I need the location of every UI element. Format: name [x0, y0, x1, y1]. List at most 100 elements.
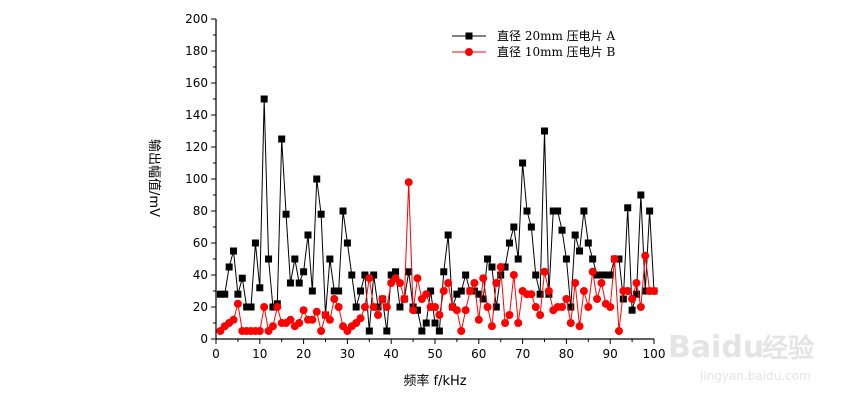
data-point-square — [365, 327, 373, 335]
data-point-square — [606, 271, 614, 279]
data-point-circle — [378, 295, 387, 303]
data-point-circle — [444, 279, 453, 287]
data-point-circle — [579, 287, 588, 295]
data-point-square — [435, 327, 443, 335]
data-point-circle — [479, 274, 488, 283]
data-point-square — [571, 231, 579, 239]
watermark-suffix: 经验 — [762, 333, 814, 364]
data-point-circle — [317, 327, 326, 335]
data-point-square — [440, 268, 448, 276]
legend-marker-a — [465, 32, 473, 40]
data-point-square — [615, 255, 623, 263]
data-point-square — [462, 271, 470, 279]
data-point-square — [549, 207, 557, 215]
data-point-square — [330, 287, 338, 295]
data-point-square — [431, 319, 439, 327]
data-point-square — [576, 247, 584, 255]
series-layer — [216, 95, 658, 335]
data-point-circle — [255, 327, 264, 335]
x-axis-title: 频率 f/kHz — [403, 373, 466, 389]
data-point-square — [457, 287, 465, 295]
x-tick-label: 70 — [515, 347, 530, 361]
data-point-circle — [496, 263, 505, 271]
data-point-circle — [514, 319, 523, 327]
data-point-square — [484, 255, 492, 263]
legend-marker-b — [465, 48, 473, 56]
data-point-square — [646, 207, 654, 215]
data-point-circle — [610, 255, 619, 263]
data-point-circle — [558, 303, 567, 311]
data-point-square — [300, 268, 308, 276]
data-point-square — [335, 287, 343, 295]
data-point-square — [519, 159, 527, 167]
data-point-square — [405, 268, 413, 276]
data-point-square — [238, 274, 246, 282]
x-axis-ticks: 0 10 20 30 40 50 60 70 80 90 100 — [212, 339, 665, 361]
data-point-circle — [527, 290, 536, 299]
data-point-square — [374, 303, 382, 311]
data-point-circle — [452, 306, 461, 315]
data-point-square — [282, 210, 290, 218]
data-point-square — [492, 303, 500, 311]
data-point-square — [554, 207, 562, 215]
data-point-square — [243, 303, 251, 311]
data-point-circle — [562, 295, 571, 303]
series-a — [216, 95, 658, 335]
data-point-circle — [540, 267, 549, 276]
data-point-square — [527, 223, 535, 231]
data-point-square — [357, 287, 365, 295]
data-point-circle — [439, 287, 448, 295]
x-tick-label: 40 — [384, 347, 399, 361]
x-tick-label: 80 — [559, 347, 574, 361]
data-point-circle — [404, 178, 413, 187]
y-tick-label: 200 — [185, 12, 208, 26]
data-point-circle — [632, 279, 641, 287]
x-tick-label: 10 — [252, 347, 267, 361]
y-tick-label: 180 — [185, 44, 208, 58]
data-point-square — [383, 327, 391, 335]
data-point-circle — [483, 303, 492, 311]
x-tick-label: 0 — [212, 347, 220, 361]
data-point-square — [624, 204, 632, 212]
y-tick-label: 140 — [185, 108, 208, 122]
y-tick-label: 60 — [193, 236, 208, 250]
data-point-circle — [229, 315, 238, 324]
data-point-square — [532, 271, 540, 279]
x-tick-label: 30 — [340, 347, 355, 361]
data-point-square — [422, 319, 430, 327]
data-point-circle — [413, 274, 422, 283]
data-point-square — [602, 271, 610, 279]
data-point-circle — [395, 279, 404, 287]
data-point-circle — [312, 307, 321, 316]
data-point-circle — [597, 279, 606, 287]
data-point-circle — [571, 279, 580, 287]
legend: 直径 20mm 压电片 A 直径 10mm 压电片 B — [452, 29, 615, 59]
data-point-circle — [544, 287, 553, 295]
data-point-square — [216, 290, 224, 298]
data-point-square — [352, 303, 360, 311]
data-point-square — [536, 290, 544, 298]
watermark-logo: Baidu 经验 jingyan.baidu.com — [668, 330, 814, 383]
y-axis-title: 输出幅值/mV — [146, 139, 162, 217]
data-point-square — [593, 271, 601, 279]
data-point-square — [304, 231, 312, 239]
y-tick-label: 20 — [193, 300, 208, 314]
data-point-square — [396, 303, 404, 311]
data-point-square — [256, 284, 264, 292]
data-point-square — [234, 290, 242, 298]
data-point-square — [251, 239, 259, 247]
data-point-square — [326, 255, 334, 263]
data-point-square — [619, 295, 627, 303]
data-point-square — [641, 287, 649, 295]
data-point-circle — [422, 290, 431, 299]
data-point-circle — [623, 287, 632, 295]
data-point-square — [510, 223, 518, 231]
data-point-square — [558, 226, 566, 234]
data-point-square — [470, 287, 478, 295]
data-point-circle — [308, 315, 317, 324]
data-point-circle — [268, 322, 277, 331]
data-point-circle — [286, 315, 295, 324]
data-point-circle — [382, 303, 391, 311]
data-point-circle — [575, 322, 584, 331]
